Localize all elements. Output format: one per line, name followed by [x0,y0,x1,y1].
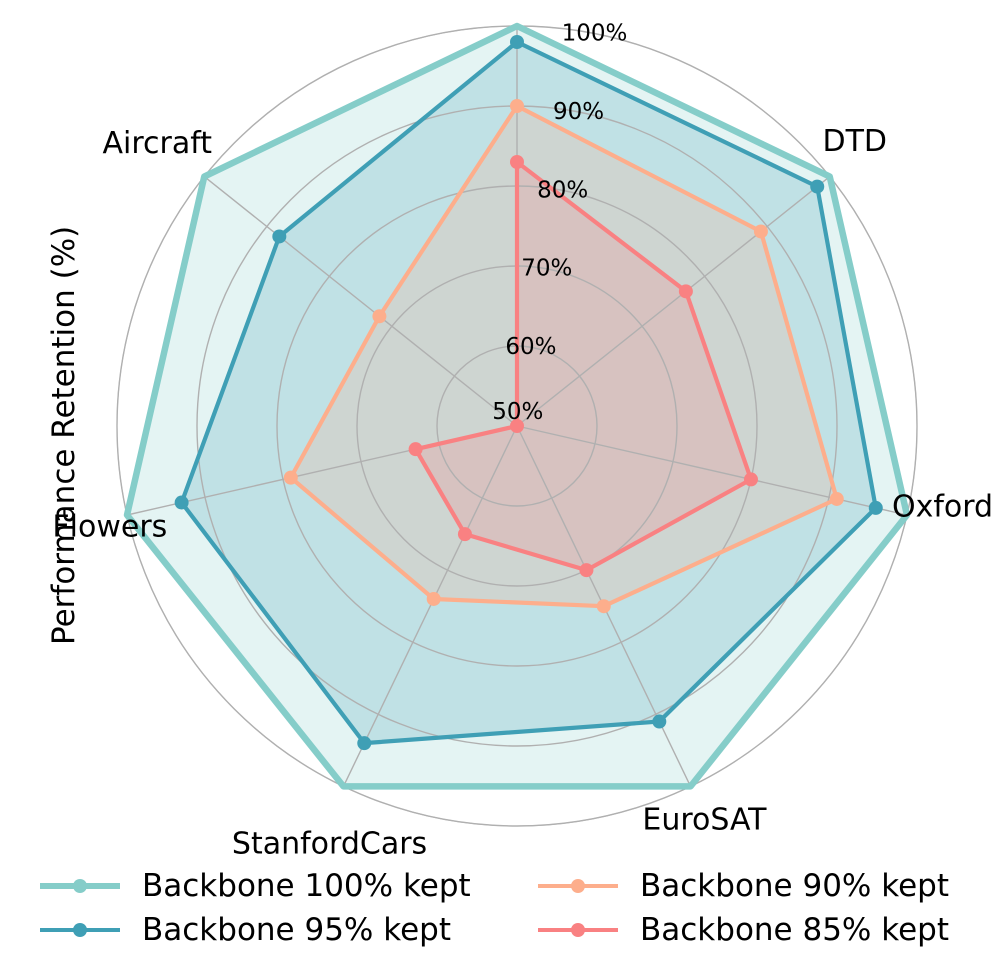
legend-marker-100 [73,879,87,893]
legend-item-95[interactable]: Backbone 95% kept [40,912,451,948]
legend-swatch-100 [40,876,120,896]
legend-item-100[interactable]: Backbone 100% kept [40,868,471,904]
series-fills [127,26,907,787]
marker-s2-Food [510,99,524,113]
series-fill-3 [415,162,751,571]
series-line-0 [123,22,911,790]
radial-tick-60: 60% [505,334,556,360]
marker-s2-OxfordPet [829,491,844,506]
marker-s1-Aircraft [272,229,287,244]
marker-s2-DTD [753,224,768,239]
spoke-StanfordCars [342,425,518,787]
category-label-StanfordCars: StanfordCars [232,827,427,862]
marker-s3-Aircraft [510,419,524,433]
marker-s2-EuroSAT [596,599,611,614]
legend-label-95: Backbone 95% kept [142,912,451,948]
legend-swatch-90 [538,876,618,896]
y-axis-label: Performance Retention (%) [46,225,82,645]
legend-swatch-85 [538,920,618,940]
legend-swatch-95 [40,920,120,940]
radial-tick-100: 100% [562,20,628,46]
series-line-2 [288,103,839,609]
marker-s1-Flowers [174,495,189,510]
spoke-Aircraft [203,176,518,427]
legend: Backbone 100% kept Backbone 95% kept Bac… [30,862,970,952]
marker-s1-OxfordPet [868,500,883,515]
legend-label-85: Backbone 85% kept [640,912,949,948]
legend-label-100: Backbone 100% kept [142,868,471,904]
series-line-1 [179,39,878,746]
marker-s3-DTD [678,284,693,299]
marker-s1-DTD [810,179,825,194]
marker-s3-Flowers [408,442,423,457]
category-labels: FoodDTDOxfordPetEuroSATStanfordCarsFlowe… [52,124,996,862]
marker-s1-StanfordCars [357,736,372,751]
series-lines [123,22,911,790]
legend-item-90[interactable]: Backbone 90% kept [538,868,949,904]
marker-s3-OxfordPet [743,472,758,487]
radial-tick-labels: 50% 60% 70% 80% 90% 100% [492,20,627,424]
radial-tick-50: 50% [492,399,543,425]
radial-tick-70: 70% [521,256,572,282]
series-fill-2 [290,106,837,607]
marker-s3-EuroSAT [579,563,594,578]
marker-s2-StanfordCars [426,591,441,606]
category-label-EuroSAT: EuroSAT [642,803,767,838]
marker-s2-Aircraft [372,309,387,324]
category-label-OxfordPet: OxfordPet [892,490,996,525]
category-label-DTD: DTD [822,124,887,159]
legend-label-90: Backbone 90% kept [640,868,949,904]
marker-s3-Food [510,155,524,169]
series-fill-1 [181,42,876,744]
marker-s1-Food [510,35,524,49]
radial-tick-90: 90% [553,99,604,125]
legend-marker-85 [571,923,585,937]
legend-item-85[interactable]: Backbone 85% kept [538,912,949,948]
legend-marker-90 [571,879,585,893]
category-label-Aircraft: Aircraft [102,126,212,161]
category-label-Flowers: Flowers [52,510,167,545]
marker-s3-StanfordCars [457,527,472,542]
series-line-3 [413,159,754,573]
legend-marker-95 [73,923,87,937]
radial-tick-80: 80% [537,177,588,203]
marker-s2-Flowers [283,470,298,485]
spoke-DTD [516,176,831,427]
marker-s1-EuroSAT [652,714,667,729]
